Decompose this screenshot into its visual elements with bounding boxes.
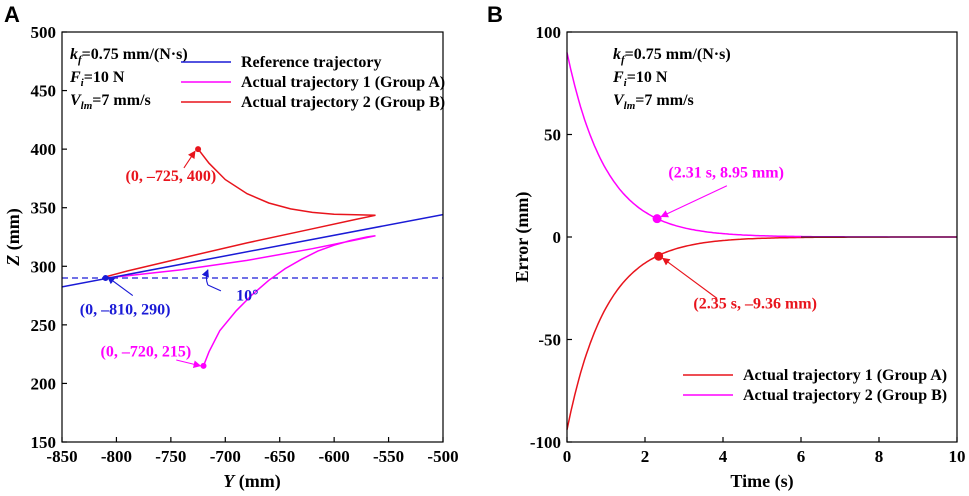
a-ytick-label: 300: [31, 257, 57, 276]
param-line: Vlm=7 mm/s: [70, 92, 151, 112]
legend-label: Actual trajectory 1 (Group A): [743, 367, 947, 384]
legend-label: Actual trajectory 2 (Group B): [743, 387, 947, 404]
panel-b-xlabel: Time (s): [730, 471, 793, 492]
angle-label: 10°: [236, 287, 258, 304]
a-xtick-label: -700: [210, 447, 241, 466]
data-point: [652, 214, 662, 224]
panel-a-legend: Reference trajectory Actual trajectory 1 …: [181, 54, 445, 111]
b-ytick-label: -100: [530, 433, 561, 452]
legend-label: Actual trajectory 2 (Group B): [241, 94, 445, 111]
b-ytick-label: -50: [538, 331, 561, 350]
a-ytick-label: 500: [31, 23, 57, 42]
a-xtick-label: -800: [101, 447, 132, 466]
angle-leader: [207, 284, 222, 292]
a-ytick-label: 450: [31, 82, 57, 101]
a-ytick-label: 200: [31, 374, 57, 393]
param-line: Fi=10 N: [69, 69, 125, 89]
data-point: [200, 362, 207, 369]
panel-b-annotations: (2.31 s, 8.95 mm) (2.35 s, –9.36 mm): [660, 164, 817, 313]
b-ytick-label: 100: [536, 23, 562, 42]
b-xtick-label: 2: [641, 447, 650, 466]
a-ytick-label: 400: [31, 140, 57, 159]
panel-a-label: A: [4, 2, 20, 27]
b-xtick-label: 0: [563, 447, 572, 466]
panel-b-ylabel: Error (mm): [512, 192, 533, 283]
annotation-label: (0, –725, 400): [126, 168, 217, 185]
b-xtick-label: 4: [719, 447, 728, 466]
legend-label: Reference trajectory: [241, 54, 382, 71]
b-xtick-label: 10: [949, 447, 966, 466]
a-xtick-label: -750: [155, 447, 186, 466]
panel-b-legend: Actual trajectory 1 (Group A) Actual traj…: [683, 367, 947, 404]
panel-a-frame: [61, 31, 444, 443]
series-line-reference: [62, 213, 443, 288]
panel-a-ylabel: Z (mm): [3, 208, 24, 266]
a-ytick-label: 250: [31, 316, 57, 335]
a-xtick-label: -600: [319, 447, 350, 466]
param-line: Fi=10 N: [612, 69, 668, 89]
panel-a-xlabel: Y (mm): [223, 471, 280, 492]
panel-a-parameters: kf=0.75 mm/(N·s) Fi=10 N Vlm=7 mm/s: [69, 46, 188, 112]
annotation-arrow: [660, 185, 728, 218]
panel-b-chart: B 0 2 4 6 8 10 -100 -50 0 50 100 Time (s) Error (m…: [487, 2, 966, 492]
annotation-label: (2.35 s, –9.36 mm): [693, 296, 817, 313]
annotation-arrow: [106, 276, 134, 297]
legend-label: Actual trajectory 1 (Group A): [241, 74, 445, 91]
annotation-arrow: [176, 359, 202, 368]
a-xtick-label: -650: [264, 447, 295, 466]
param-line: kf=0.75 mm/(N·s): [70, 46, 188, 66]
panel-b-parameters: kf=0.75 mm/(N·s) Fi=10 N Vlm=7 mm/s: [612, 46, 731, 112]
annotation-label: (0, –720, 215): [100, 344, 191, 361]
a-ytick-label: 350: [31, 199, 57, 218]
param-line: Vlm=7 mm/s: [613, 92, 694, 112]
panel-a-annotations: (0, –725, 400) (0, –720, 215) (0, –810, 29…: [80, 150, 259, 368]
annotation-arrow: [183, 150, 196, 169]
a-xtick-label: -850: [46, 447, 77, 466]
angle-arc: [201, 269, 209, 286]
annotation-label: (0, –810, 290): [80, 301, 171, 318]
data-point: [654, 251, 664, 261]
param-line: kf=0.75 mm/(N·s): [613, 46, 731, 66]
series-line-trajectory-1: [105, 235, 376, 367]
data-point: [102, 275, 109, 281]
b-xtick-label: 6: [797, 447, 806, 466]
data-point: [195, 146, 202, 153]
annotation-label: (2.31 s, 8.95 mm): [668, 164, 784, 181]
panel-b-label: B: [487, 2, 503, 27]
panel-a-chart: A -850 -800 -750 -700 -650 -600 -550 -500 150 200…: [3, 2, 459, 492]
b-ytick-label: 0: [553, 228, 562, 247]
a-xtick-label: -550: [373, 447, 404, 466]
a-ytick-label: 150: [31, 433, 57, 452]
annotation-arrow: [662, 257, 718, 299]
a-xtick-label: -500: [427, 447, 458, 466]
b-ytick-label: 50: [544, 126, 561, 145]
series-line-trajectory-2: [105, 148, 376, 278]
b-xtick-label: 8: [875, 447, 884, 466]
